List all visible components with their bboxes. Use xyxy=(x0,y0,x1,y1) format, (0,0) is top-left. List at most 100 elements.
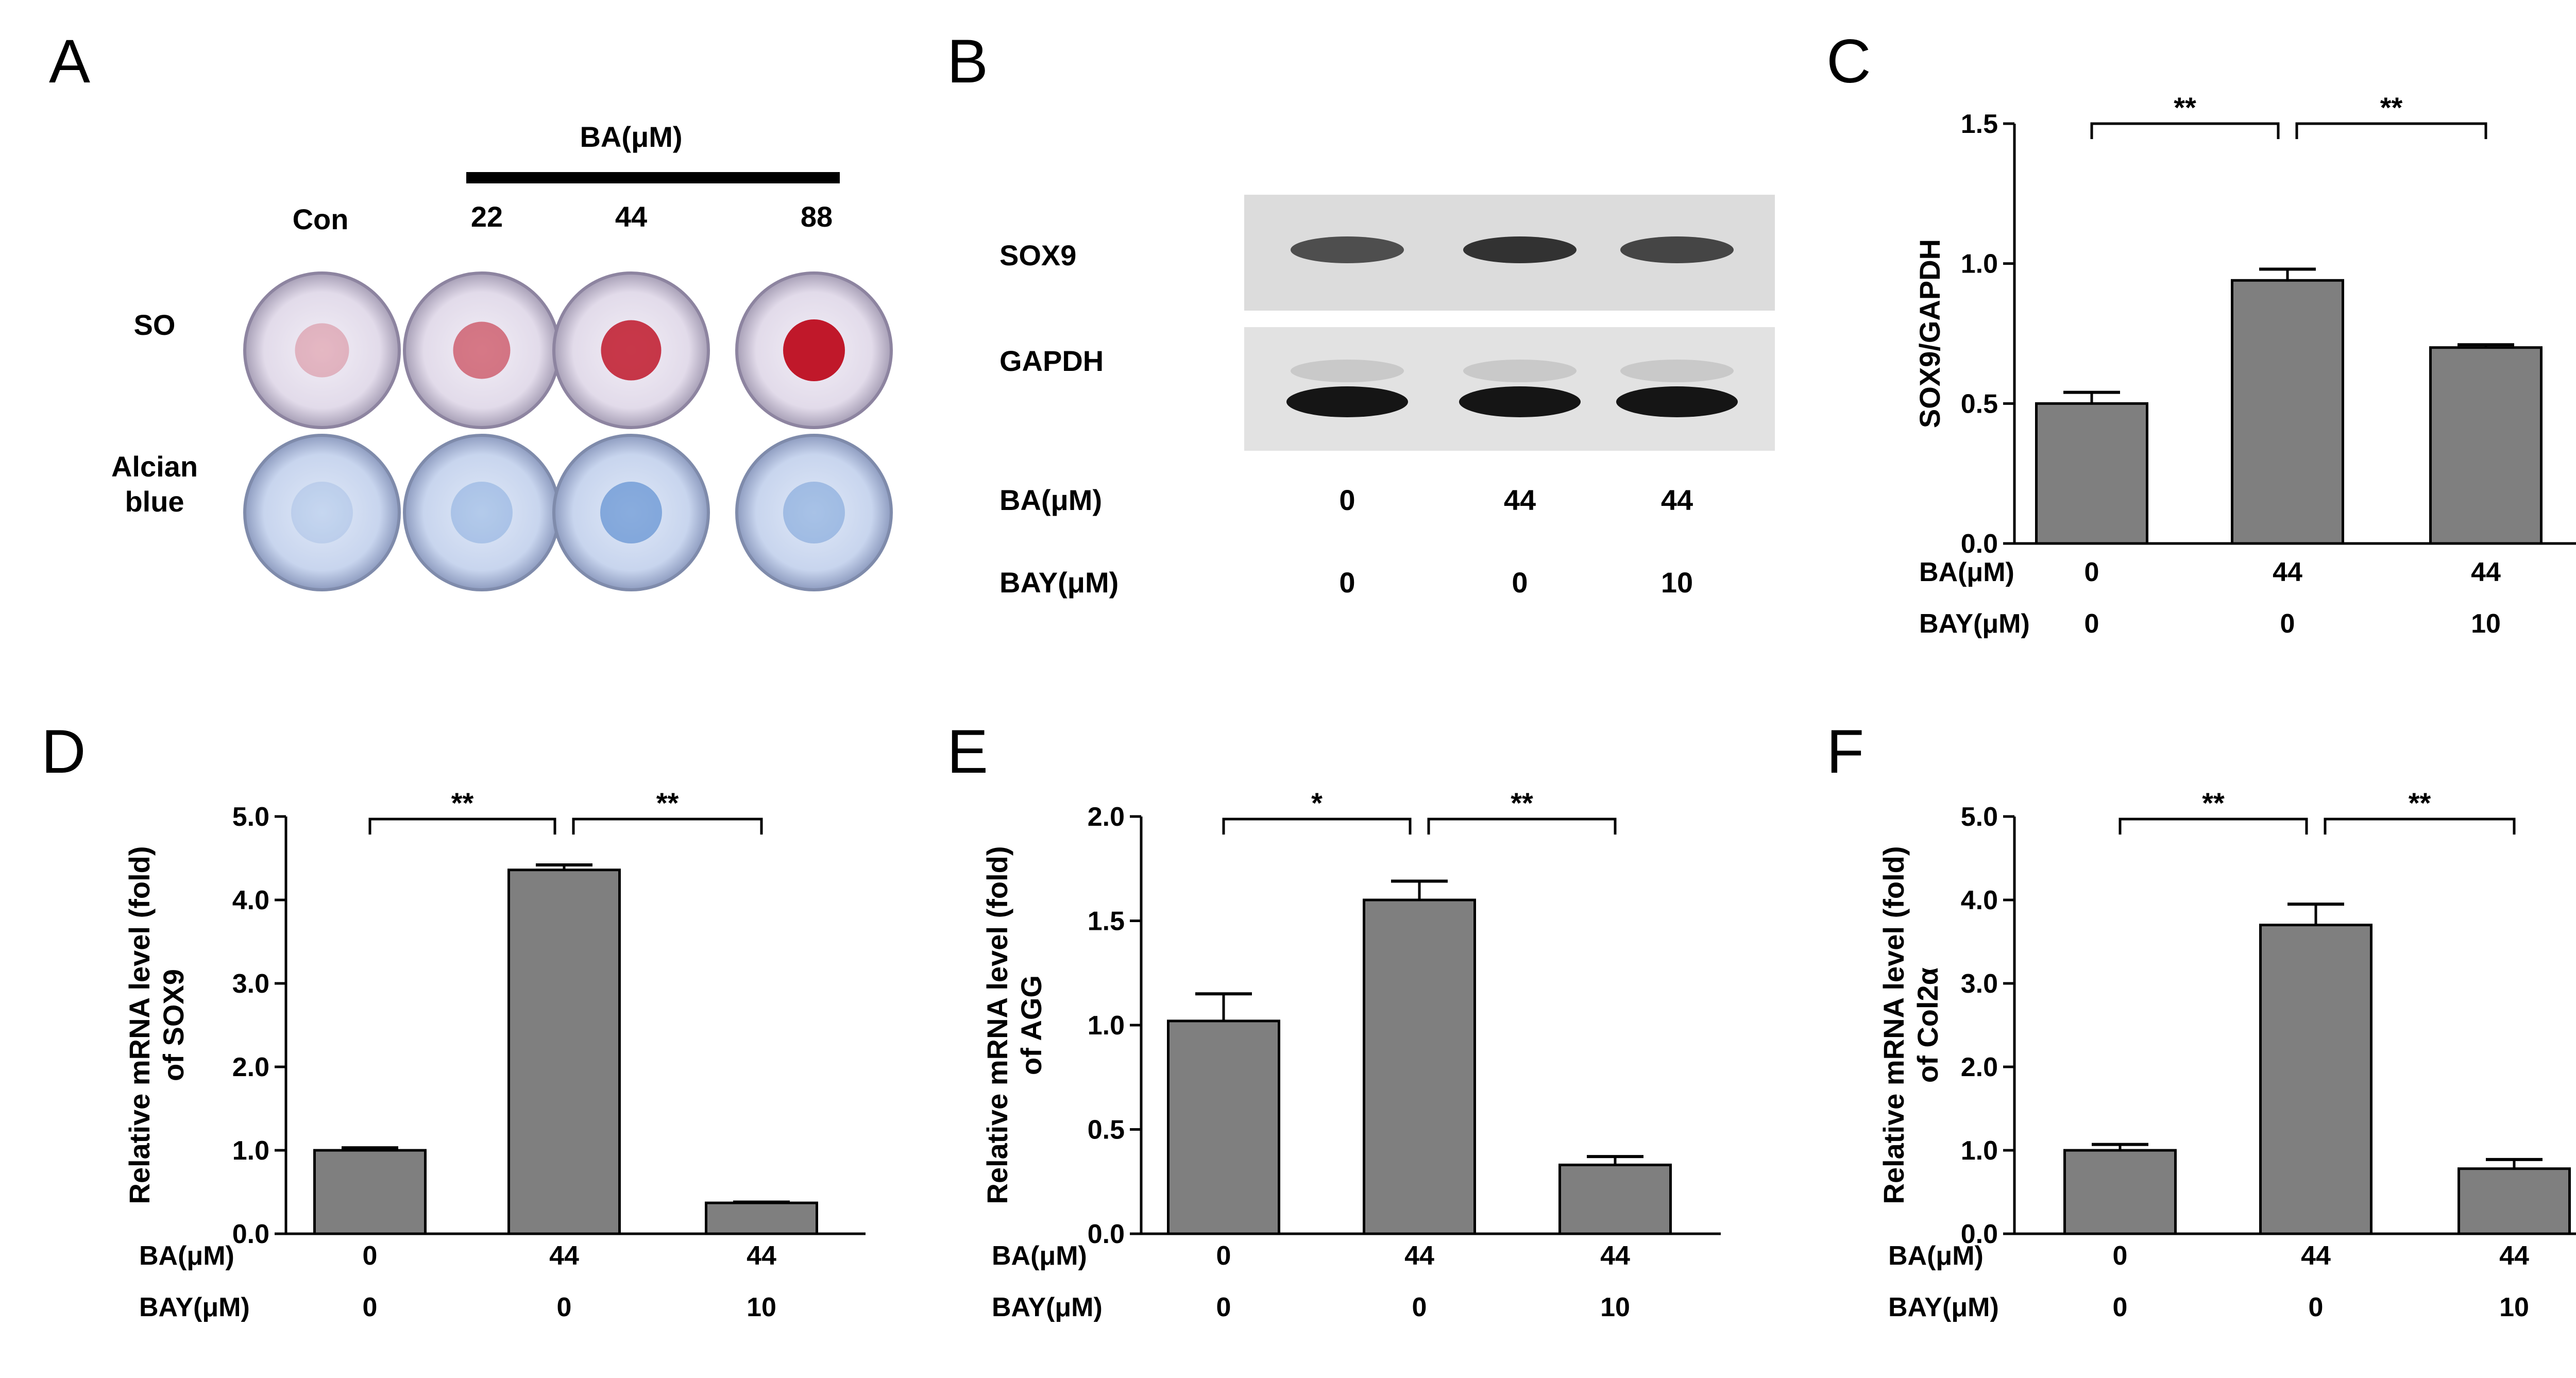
significance-label: ** xyxy=(2409,787,2431,819)
x-tick-label: 0 xyxy=(2084,557,2099,587)
x-row-label-ba: BA(μM) xyxy=(992,1241,1087,1271)
blot-condition-label: BA(μM) xyxy=(999,484,1102,516)
alcian-well xyxy=(243,434,401,591)
chart-f: 0.0 1.0 2.0 3.0 4.0 5.0 Relative mRNA level (f… xyxy=(1877,787,2576,1322)
x-tick-label: 44 xyxy=(1600,1241,1630,1271)
x-row-label-ba: BA(μM) xyxy=(139,1241,234,1271)
x-tick-label: 0 xyxy=(363,1241,378,1271)
significance-label: ** xyxy=(1511,787,1533,819)
sox9-band xyxy=(1291,236,1404,263)
sox9-band xyxy=(1620,236,1734,263)
y-tick-label: 0.0 xyxy=(1961,1219,1998,1249)
y-tick-label: 2.0 xyxy=(232,1052,269,1082)
bar xyxy=(705,1201,818,1235)
bar xyxy=(1167,1019,1280,1235)
y-tick-label: 3.0 xyxy=(232,969,269,999)
x-row-label-bay: BAY(μM) xyxy=(1888,1292,1999,1322)
panel-letter-a: A xyxy=(49,27,90,96)
sox9-band xyxy=(1463,236,1577,263)
x-tick-label-bay: 0 xyxy=(2280,609,2295,639)
significance-label: ** xyxy=(2202,787,2225,819)
y-tick-label: 1.0 xyxy=(1961,1136,1998,1166)
x-row-label-bay: BAY(μM) xyxy=(139,1292,250,1322)
x-tick-label-bay: 0 xyxy=(2113,1292,2128,1322)
x-tick-label-bay: 0 xyxy=(1216,1292,1231,1322)
x-tick-label-bay: 0 xyxy=(557,1292,572,1322)
panel-a-row-so: SO xyxy=(134,309,176,341)
panel-a-col-con: Con xyxy=(293,203,349,235)
bar xyxy=(2429,346,2543,545)
significance-bracket xyxy=(2295,122,2487,139)
significance-bracket xyxy=(2090,122,2280,139)
significance-label: ** xyxy=(2380,91,2403,124)
y-tick-label: 0.5 xyxy=(1961,389,1998,419)
blot-condition-value: 44 xyxy=(1504,484,1536,516)
so-well xyxy=(243,271,401,429)
significance-bracket xyxy=(1222,818,1412,835)
y-tick-label: 2.0 xyxy=(1961,1052,1998,1082)
x-tick-label: 44 xyxy=(2301,1241,2331,1271)
y-tick-label: 0.0 xyxy=(232,1219,269,1249)
alcian-stain-spot xyxy=(451,482,513,543)
x-tick-label: 44 xyxy=(1404,1241,1434,1271)
y-tick-label: 0.0 xyxy=(1088,1219,1125,1249)
bar xyxy=(2231,279,2344,545)
so-stain-spot xyxy=(295,323,349,378)
blot-label-gapdh: GAPDH xyxy=(999,345,1104,377)
significance-label: * xyxy=(1311,787,1323,819)
alcian-stain-spot xyxy=(291,482,353,543)
panel-a-col-88: 88 xyxy=(801,200,833,233)
significance-bracket xyxy=(2324,818,2516,835)
x-row-label-ba: BA(μM) xyxy=(1888,1241,1984,1271)
so-stain-spot xyxy=(453,321,511,379)
x-row-label-ba: BA(μM) xyxy=(1919,557,2014,587)
y-axis-title: Relative mRNA level (fold)of AGG xyxy=(981,846,1047,1204)
significance-bracket xyxy=(572,818,763,835)
x-tick-label-bay: 10 xyxy=(747,1292,776,1322)
x-tick-label-bay: 0 xyxy=(2084,609,2099,639)
x-tick-label-bay: 10 xyxy=(2499,1292,2529,1322)
y-tick-label: 1.0 xyxy=(1961,249,1998,279)
bar xyxy=(507,869,621,1235)
significance-label: ** xyxy=(656,787,679,819)
x-tick-label: 44 xyxy=(747,1241,776,1271)
x-tick-label-bay: 10 xyxy=(1600,1292,1630,1322)
gapdh-band-smear xyxy=(1291,360,1404,382)
x-tick-label: 0 xyxy=(2113,1241,2128,1271)
chart-c: 0.0 0.5 1.0 1.5 SOX9/GAPDH ** ** BA(μM) BAY(μM) 0… xyxy=(1913,91,2576,639)
bar xyxy=(313,1149,427,1235)
y-tick-label: 0.0 xyxy=(1961,529,1998,559)
blot-condition-value: 10 xyxy=(1661,566,1693,599)
panel-a-row-alcian: Alcian blue xyxy=(111,450,198,518)
significance-label: ** xyxy=(2174,91,2196,124)
panel-a-staining: BA(μM) Con 22 44 88 SO Alcian blue xyxy=(111,121,893,591)
y-tick-label: 4.0 xyxy=(232,886,269,915)
y-tick-label: 1.0 xyxy=(232,1136,269,1166)
bar xyxy=(2035,402,2148,545)
y-tick-label: 1.0 xyxy=(1088,1011,1125,1041)
panel-a-col-22: 22 xyxy=(471,200,503,233)
panel-letter-c: C xyxy=(1826,27,1871,96)
panel-a-treatment-label: BA(μM) xyxy=(580,121,682,153)
gapdh-band xyxy=(1616,386,1738,417)
blot-condition-value: 0 xyxy=(1339,484,1355,516)
y-tick-label: 1.5 xyxy=(1961,109,1998,139)
y-tick-label: 4.0 xyxy=(1961,886,1998,915)
gapdh-band xyxy=(1459,386,1581,417)
gapdh-band xyxy=(1286,386,1408,417)
x-tick-label: 44 xyxy=(2273,557,2302,587)
blot-condition-value: 44 xyxy=(1661,484,1693,516)
panel-a-col-44: 44 xyxy=(615,200,647,233)
x-tick-label-bay: 10 xyxy=(2471,609,2501,639)
x-tick-label: 44 xyxy=(549,1241,579,1271)
blot-condition-value: 0 xyxy=(1339,566,1355,599)
x-tick-label: 0 xyxy=(1216,1241,1231,1271)
alcian-well xyxy=(735,434,893,591)
y-axis-title: SOX9/GAPDH xyxy=(1913,239,1946,428)
x-tick-label: 44 xyxy=(2499,1241,2529,1271)
significance-label: ** xyxy=(451,787,474,819)
alcian-well xyxy=(552,434,710,591)
significance-bracket xyxy=(368,818,556,835)
bar xyxy=(2063,1149,2177,1235)
